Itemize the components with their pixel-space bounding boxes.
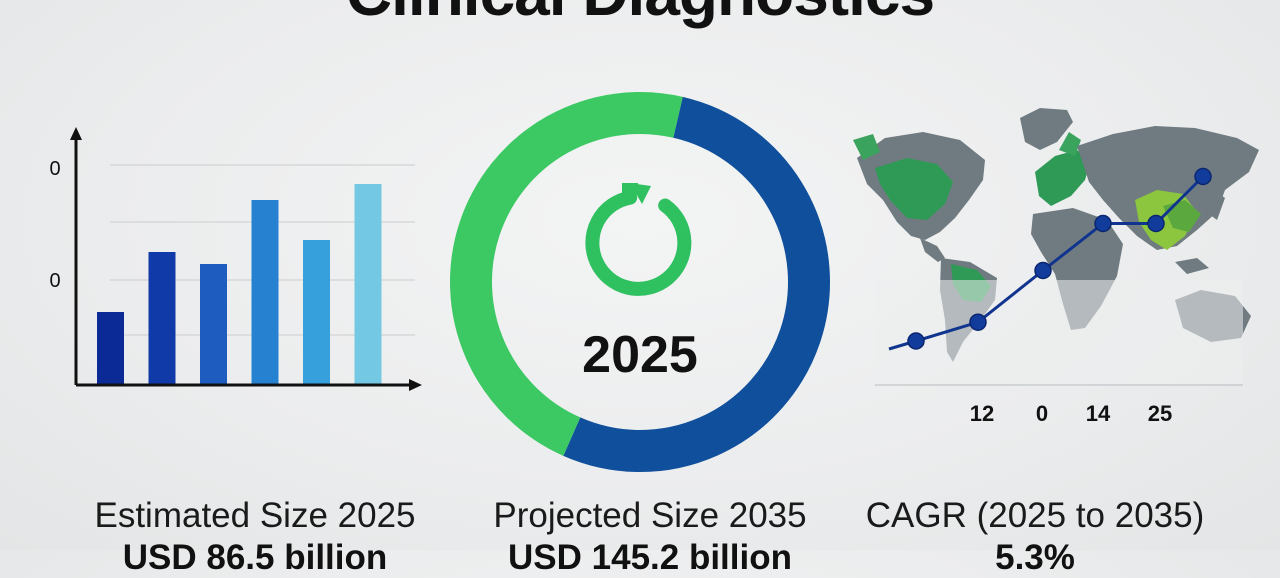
stat-value-cagr: 5.3% [995,538,1075,577]
stat-caption-cagr: CAGR (2025 to 2035) [865,496,1205,535]
donut-chart: 2025 [450,92,830,472]
donut-center-label: 2025 [582,326,698,384]
x-tick-label: 14 [1086,401,1111,426]
bar [200,264,227,384]
data-point [969,313,987,331]
data-point [1194,167,1212,186]
bar [354,184,382,384]
map-line-chart: 12 0 14 25 [853,108,1259,426]
y-tick-label: 0 [49,270,60,292]
chart-backdrop [875,280,1243,384]
donut-segment [563,96,830,472]
y-tick-label: 0 [49,158,60,180]
x-tick-label: 12 [970,401,994,426]
bar-chart: 0 0 [49,127,422,391]
bar [148,252,176,384]
data-point [1094,214,1112,233]
stat-value-projected: USD 145.2 billion [508,538,792,577]
bar-chart-panel: 0 0 [30,0,450,410]
donut-panel: 2025 [448,0,836,480]
map-chart-panel: 12 0 14 25 [845,0,1265,440]
data-point [1034,261,1052,280]
page-title: Clinical Diagnostics [0,0,1280,30]
bar [97,312,124,384]
data-point [907,332,925,350]
x-tick-label: 25 [1148,401,1172,426]
stat-value-estimated: USD 86.5 billion [122,538,388,577]
refresh-icon [585,183,692,296]
bar [251,200,279,384]
y-axis-arrow-icon [70,127,82,140]
stat-caption-estimated: Estimated Size 2025 [94,496,416,535]
donut-segment [450,92,683,456]
bar [303,240,330,384]
stat-caption-projected: Projected Size 2035 [493,496,807,535]
x-axis-arrow-icon [409,379,422,391]
data-point [1147,214,1165,233]
x-tick-label: 0 [1036,401,1048,426]
